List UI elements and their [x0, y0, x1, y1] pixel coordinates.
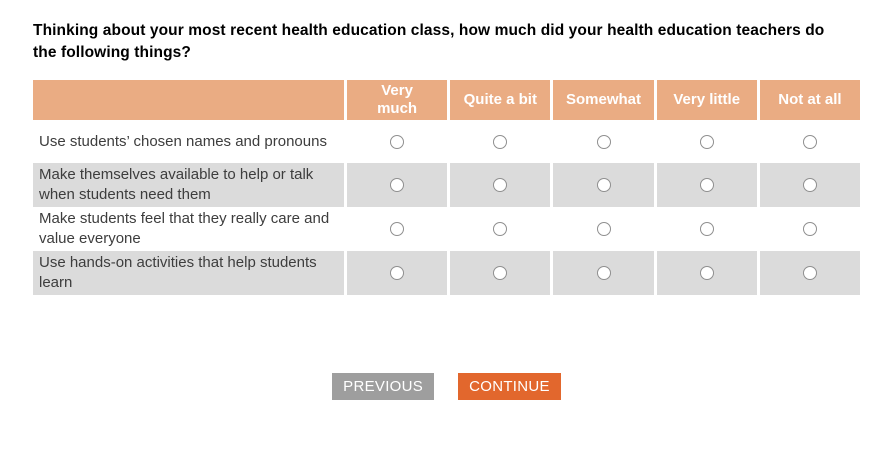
radio-cell — [344, 251, 448, 295]
radio-cell — [447, 163, 551, 207]
radio-row1-col1[interactable] — [493, 178, 508, 192]
radio-cell — [344, 163, 448, 207]
table-row: Use hands-on activities that help studen… — [33, 251, 861, 295]
radio-row2-col1[interactable] — [493, 222, 508, 236]
table-row: Use students’ chosen names and pronouns — [33, 120, 861, 163]
radio-cell — [447, 207, 551, 251]
radio-row0-col3[interactable] — [699, 134, 714, 149]
question-title: Thinking about your most recent health e… — [33, 22, 825, 61]
radio-row1-col0[interactable] — [390, 178, 405, 192]
radio-row1-col3[interactable] — [699, 178, 714, 192]
radio-cell — [550, 120, 654, 163]
row-label: Use hands-on activities that help studen… — [33, 251, 344, 295]
matrix-header-spacer — [33, 80, 344, 120]
matrix-header-row: Very much Quite a bit Somewhat Very little N… — [33, 80, 861, 120]
radio-cell — [344, 207, 448, 251]
row-label: Use students’ chosen names and pronouns — [33, 120, 344, 163]
radio-cell — [653, 163, 757, 207]
radio-cell — [447, 251, 551, 295]
row-label: Make students feel that they really care… — [33, 207, 344, 251]
radio-row2-col3[interactable] — [699, 222, 714, 236]
radio-row3-col4[interactable] — [802, 266, 817, 280]
radio-cell — [653, 120, 757, 163]
radio-cell — [344, 120, 448, 163]
column-header-somewhat: Somewhat — [550, 80, 654, 120]
radio-row3-col0[interactable] — [390, 266, 405, 280]
table-row: Make themselves available to help or tal… — [33, 163, 861, 207]
column-header-very-little: Very little — [653, 80, 757, 120]
matrix-body: Use students’ chosen names and pronouns M… — [33, 120, 861, 295]
survey-page: Thinking about your most recent health e… — [33, 22, 861, 400]
radio-row3-col2[interactable] — [596, 266, 611, 280]
radio-row1-col4[interactable] — [802, 178, 817, 192]
nav-buttons: PREVIOUS CONTINUE — [33, 373, 860, 400]
radio-cell — [756, 163, 861, 207]
radio-cell — [756, 251, 861, 295]
radio-cell — [653, 251, 757, 295]
radio-row3-col1[interactable] — [493, 266, 508, 280]
radio-row2-col2[interactable] — [596, 222, 611, 236]
continue-button[interactable]: CONTINUE — [458, 373, 561, 400]
radio-cell — [550, 207, 654, 251]
column-header-quite-a-bit: Quite a bit — [447, 80, 551, 120]
radio-row0-col4[interactable] — [802, 134, 817, 149]
radio-cell — [653, 207, 757, 251]
radio-row0-col1[interactable] — [493, 134, 508, 149]
column-header-not-at-all: Not at all — [756, 80, 861, 120]
table-row: Make students feel that they really care… — [33, 207, 861, 251]
radio-cell — [756, 207, 861, 251]
radio-cell — [447, 120, 551, 163]
radio-row1-col2[interactable] — [596, 178, 611, 192]
row-label: Make themselves available to help or tal… — [33, 163, 344, 207]
radio-row2-col4[interactable] — [802, 222, 817, 236]
radio-cell — [550, 163, 654, 207]
matrix-table: Very much Quite a bit Somewhat Very little N… — [33, 80, 861, 295]
radio-row0-col2[interactable] — [596, 134, 611, 149]
radio-row0-col0[interactable] — [390, 134, 405, 149]
column-header-very-much: Very much — [344, 80, 448, 120]
previous-button[interactable]: PREVIOUS — [332, 373, 435, 400]
radio-cell — [756, 120, 861, 163]
radio-row2-col0[interactable] — [390, 222, 405, 236]
radio-cell — [550, 251, 654, 295]
radio-row3-col3[interactable] — [699, 266, 714, 280]
